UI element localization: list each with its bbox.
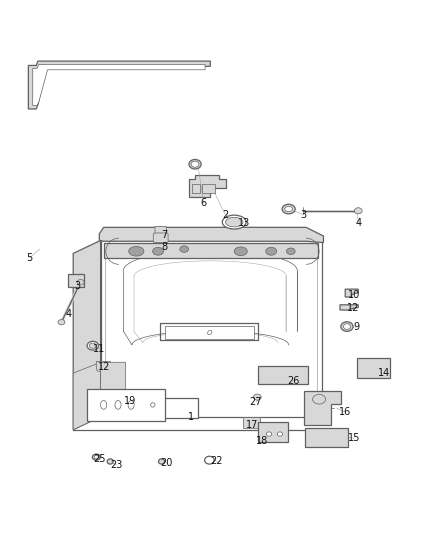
Ellipse shape — [341, 322, 353, 332]
Ellipse shape — [94, 455, 99, 459]
Text: 4: 4 — [66, 309, 72, 319]
Polygon shape — [73, 362, 101, 430]
Text: 15: 15 — [348, 433, 360, 443]
Ellipse shape — [266, 247, 277, 255]
FancyBboxPatch shape — [153, 233, 168, 243]
Ellipse shape — [285, 206, 293, 212]
Ellipse shape — [115, 400, 121, 409]
Text: 9: 9 — [353, 322, 359, 333]
FancyBboxPatch shape — [244, 417, 260, 429]
Text: 7: 7 — [162, 230, 168, 240]
Polygon shape — [304, 391, 341, 425]
Text: 4: 4 — [355, 218, 361, 228]
Ellipse shape — [343, 324, 350, 329]
Polygon shape — [104, 243, 318, 258]
Ellipse shape — [234, 247, 247, 256]
Ellipse shape — [266, 432, 272, 436]
Ellipse shape — [107, 459, 113, 464]
Polygon shape — [101, 362, 125, 417]
FancyBboxPatch shape — [87, 389, 165, 421]
FancyBboxPatch shape — [201, 184, 215, 193]
Text: 11: 11 — [93, 344, 106, 354]
FancyBboxPatch shape — [258, 366, 308, 384]
Text: O: O — [207, 329, 212, 336]
Text: 2: 2 — [223, 210, 229, 220]
Polygon shape — [101, 240, 322, 417]
Text: 19: 19 — [124, 397, 136, 407]
Ellipse shape — [222, 215, 246, 229]
FancyBboxPatch shape — [258, 422, 288, 442]
Polygon shape — [28, 61, 210, 109]
FancyBboxPatch shape — [192, 184, 200, 193]
Polygon shape — [99, 228, 323, 243]
FancyBboxPatch shape — [165, 326, 254, 339]
Ellipse shape — [159, 459, 165, 464]
Text: 25: 25 — [93, 454, 106, 464]
Text: 20: 20 — [161, 458, 173, 468]
FancyBboxPatch shape — [68, 274, 84, 287]
Text: 14: 14 — [378, 368, 391, 378]
Polygon shape — [73, 240, 101, 430]
Text: 10: 10 — [348, 290, 360, 300]
FancyBboxPatch shape — [357, 358, 391, 378]
Text: 3: 3 — [74, 281, 81, 291]
Ellipse shape — [128, 400, 134, 409]
Polygon shape — [33, 64, 205, 106]
Ellipse shape — [313, 394, 325, 404]
Ellipse shape — [152, 247, 163, 255]
Ellipse shape — [129, 246, 144, 256]
Ellipse shape — [89, 343, 96, 349]
Text: 27: 27 — [250, 397, 262, 407]
Text: 23: 23 — [110, 459, 123, 470]
FancyBboxPatch shape — [148, 398, 198, 417]
Ellipse shape — [77, 279, 84, 285]
Ellipse shape — [286, 248, 295, 255]
Text: 3: 3 — [301, 210, 307, 220]
Text: 12: 12 — [347, 303, 359, 313]
Ellipse shape — [58, 320, 65, 325]
Polygon shape — [345, 289, 358, 297]
Ellipse shape — [205, 456, 214, 464]
Text: 1: 1 — [187, 411, 194, 422]
Ellipse shape — [226, 217, 243, 227]
Ellipse shape — [282, 204, 295, 214]
Ellipse shape — [101, 400, 107, 409]
Text: 5: 5 — [27, 253, 33, 263]
Ellipse shape — [354, 208, 362, 214]
Text: 6: 6 — [201, 198, 207, 208]
Text: 13: 13 — [238, 218, 251, 228]
Ellipse shape — [253, 394, 261, 400]
Text: 8: 8 — [162, 242, 168, 252]
Text: 12: 12 — [98, 361, 110, 372]
Polygon shape — [188, 175, 226, 197]
Text: 26: 26 — [287, 376, 299, 385]
Ellipse shape — [191, 161, 199, 167]
Polygon shape — [340, 305, 358, 310]
Ellipse shape — [189, 159, 201, 169]
Ellipse shape — [92, 454, 100, 460]
Polygon shape — [96, 361, 113, 372]
Text: 17: 17 — [245, 421, 258, 430]
Ellipse shape — [277, 432, 283, 436]
Ellipse shape — [87, 341, 99, 350]
Text: 16: 16 — [339, 407, 351, 417]
Ellipse shape — [180, 246, 188, 252]
Ellipse shape — [151, 403, 155, 407]
FancyBboxPatch shape — [305, 429, 348, 447]
Text: 18: 18 — [256, 435, 268, 446]
Text: 22: 22 — [211, 456, 223, 466]
FancyBboxPatch shape — [155, 227, 166, 233]
